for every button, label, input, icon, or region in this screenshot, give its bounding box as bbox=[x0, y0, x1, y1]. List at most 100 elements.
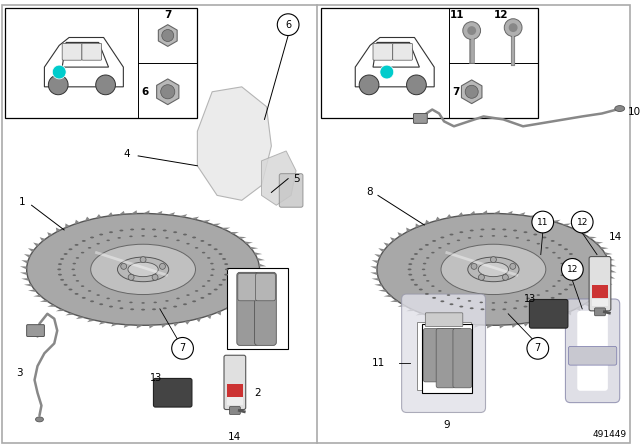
Ellipse shape bbox=[186, 243, 189, 245]
Ellipse shape bbox=[224, 274, 228, 276]
Ellipse shape bbox=[60, 279, 64, 281]
Polygon shape bbox=[606, 281, 612, 285]
Polygon shape bbox=[435, 217, 440, 221]
Polygon shape bbox=[21, 260, 28, 263]
Text: 2: 2 bbox=[254, 388, 261, 398]
Polygon shape bbox=[378, 248, 385, 252]
Polygon shape bbox=[259, 263, 266, 267]
Ellipse shape bbox=[422, 268, 425, 270]
Polygon shape bbox=[179, 214, 188, 217]
Ellipse shape bbox=[63, 253, 68, 255]
Polygon shape bbox=[149, 325, 156, 328]
Ellipse shape bbox=[470, 307, 474, 309]
Polygon shape bbox=[247, 292, 253, 296]
Polygon shape bbox=[202, 220, 211, 223]
Polygon shape bbox=[85, 217, 90, 221]
Polygon shape bbox=[241, 297, 246, 302]
Polygon shape bbox=[143, 210, 150, 214]
Ellipse shape bbox=[60, 258, 64, 260]
Ellipse shape bbox=[202, 285, 205, 287]
Ellipse shape bbox=[481, 228, 484, 230]
Ellipse shape bbox=[524, 306, 527, 307]
Ellipse shape bbox=[470, 229, 474, 232]
Ellipse shape bbox=[479, 302, 483, 303]
Polygon shape bbox=[446, 214, 452, 218]
FancyBboxPatch shape bbox=[255, 272, 276, 345]
Ellipse shape bbox=[173, 306, 177, 307]
Polygon shape bbox=[156, 211, 163, 214]
Ellipse shape bbox=[447, 243, 450, 245]
Ellipse shape bbox=[564, 248, 568, 250]
Ellipse shape bbox=[109, 231, 113, 233]
Ellipse shape bbox=[457, 240, 460, 241]
Polygon shape bbox=[390, 300, 399, 302]
Polygon shape bbox=[406, 309, 415, 311]
Ellipse shape bbox=[75, 293, 79, 295]
Polygon shape bbox=[390, 237, 396, 241]
Ellipse shape bbox=[426, 257, 429, 259]
Ellipse shape bbox=[173, 231, 177, 233]
Ellipse shape bbox=[195, 247, 198, 249]
Circle shape bbox=[479, 274, 484, 280]
Ellipse shape bbox=[440, 237, 444, 238]
Ellipse shape bbox=[219, 284, 223, 286]
Ellipse shape bbox=[561, 263, 564, 264]
Ellipse shape bbox=[97, 294, 100, 296]
Polygon shape bbox=[572, 228, 580, 230]
FancyBboxPatch shape bbox=[238, 273, 257, 301]
Polygon shape bbox=[597, 292, 604, 296]
Polygon shape bbox=[99, 322, 107, 325]
Polygon shape bbox=[580, 232, 589, 234]
Polygon shape bbox=[65, 224, 70, 228]
Text: 12: 12 bbox=[577, 218, 588, 227]
Polygon shape bbox=[562, 224, 571, 226]
Polygon shape bbox=[65, 313, 75, 315]
Polygon shape bbox=[461, 323, 469, 327]
Polygon shape bbox=[250, 247, 259, 250]
Ellipse shape bbox=[109, 306, 113, 307]
Ellipse shape bbox=[419, 289, 423, 290]
Polygon shape bbox=[373, 43, 419, 67]
Ellipse shape bbox=[36, 417, 44, 422]
Ellipse shape bbox=[431, 252, 435, 254]
Ellipse shape bbox=[552, 252, 556, 254]
Ellipse shape bbox=[478, 262, 509, 277]
Ellipse shape bbox=[128, 262, 158, 277]
Bar bbox=[592, 299, 608, 306]
Ellipse shape bbox=[207, 257, 211, 259]
Ellipse shape bbox=[533, 233, 538, 236]
Polygon shape bbox=[355, 38, 434, 87]
Ellipse shape bbox=[410, 258, 414, 260]
Bar bbox=[592, 285, 608, 298]
Ellipse shape bbox=[414, 284, 418, 286]
FancyBboxPatch shape bbox=[27, 325, 44, 336]
Ellipse shape bbox=[543, 237, 547, 238]
FancyBboxPatch shape bbox=[441, 328, 462, 382]
Ellipse shape bbox=[163, 229, 167, 232]
Ellipse shape bbox=[118, 257, 169, 282]
Polygon shape bbox=[244, 241, 253, 244]
Circle shape bbox=[465, 85, 478, 98]
Ellipse shape bbox=[575, 263, 579, 265]
FancyBboxPatch shape bbox=[529, 300, 568, 328]
Bar bbox=[227, 384, 243, 397]
Ellipse shape bbox=[419, 248, 423, 250]
Ellipse shape bbox=[176, 240, 180, 241]
Ellipse shape bbox=[90, 237, 94, 238]
Ellipse shape bbox=[202, 252, 205, 254]
Polygon shape bbox=[234, 302, 239, 306]
Polygon shape bbox=[406, 228, 411, 232]
Polygon shape bbox=[237, 237, 246, 239]
Ellipse shape bbox=[575, 268, 579, 270]
Ellipse shape bbox=[120, 307, 124, 309]
Circle shape bbox=[152, 274, 158, 280]
Polygon shape bbox=[610, 269, 616, 272]
Ellipse shape bbox=[58, 274, 62, 276]
Ellipse shape bbox=[545, 247, 548, 249]
Circle shape bbox=[471, 263, 477, 269]
Polygon shape bbox=[33, 242, 39, 247]
Polygon shape bbox=[552, 220, 561, 223]
Polygon shape bbox=[185, 320, 191, 325]
Polygon shape bbox=[76, 316, 85, 319]
Text: 14: 14 bbox=[228, 432, 241, 442]
